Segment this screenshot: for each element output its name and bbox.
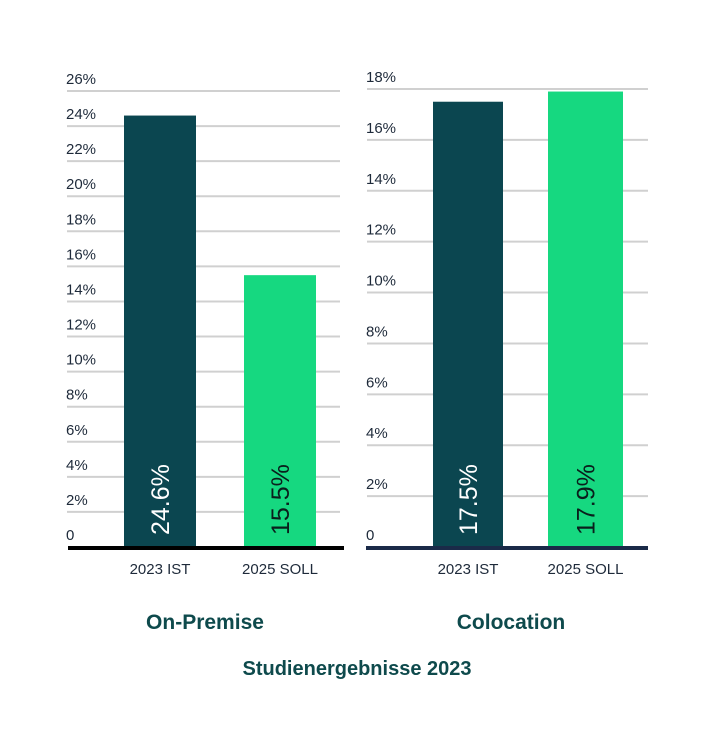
y-tick-label: 6% — [366, 374, 388, 391]
category-label: 2025 SOLL — [548, 561, 624, 578]
value-label: 17.5% — [455, 464, 483, 535]
y-tick-label: 8% — [66, 387, 88, 404]
y-tick-label: 4% — [366, 425, 388, 442]
y-tick-label: 10% — [66, 352, 96, 369]
value-label: 15.5% — [267, 464, 295, 535]
y-tick-label: 10% — [366, 273, 396, 290]
y-tick-label: 2% — [66, 492, 88, 509]
category-label: 2025 SOLL — [242, 561, 318, 578]
y-tick-label: 18% — [66, 211, 96, 228]
main-title: Studienergebnisse 2023 — [243, 658, 472, 680]
y-tick-label: 0 — [366, 527, 374, 544]
value-label: 17.9% — [573, 464, 601, 535]
y-tick-label: 0 — [66, 527, 74, 544]
chart-title: Colocation — [457, 611, 566, 634]
y-tick-label: 12% — [366, 222, 396, 239]
y-tick-label: 8% — [366, 323, 388, 340]
value-label: 24.6% — [147, 464, 175, 535]
y-tick-label: 4% — [66, 457, 88, 474]
y-tick-label: 22% — [66, 141, 96, 158]
category-label: 2023 IST — [130, 561, 191, 578]
bar-2023-ist — [124, 115, 196, 548]
y-tick-label: 14% — [366, 171, 396, 188]
y-tick-label: 14% — [66, 281, 96, 298]
bar-2023-ist — [433, 101, 503, 547]
y-tick-label: 16% — [66, 246, 96, 263]
y-tick-label: 26% — [66, 71, 96, 88]
y-tick-label: 2% — [366, 476, 388, 493]
bar-2025-soll — [548, 91, 623, 548]
category-label: 2023 IST — [438, 561, 499, 578]
bar-2025-soll — [244, 275, 316, 547]
y-tick-label: 24% — [66, 106, 96, 123]
y-tick-label: 12% — [66, 317, 96, 334]
y-tick-label: 18% — [366, 69, 396, 86]
y-tick-label: 20% — [66, 176, 96, 193]
chart-title: On-Premise — [146, 611, 264, 634]
y-tick-label: 6% — [66, 422, 88, 439]
y-tick-label: 16% — [366, 120, 396, 137]
